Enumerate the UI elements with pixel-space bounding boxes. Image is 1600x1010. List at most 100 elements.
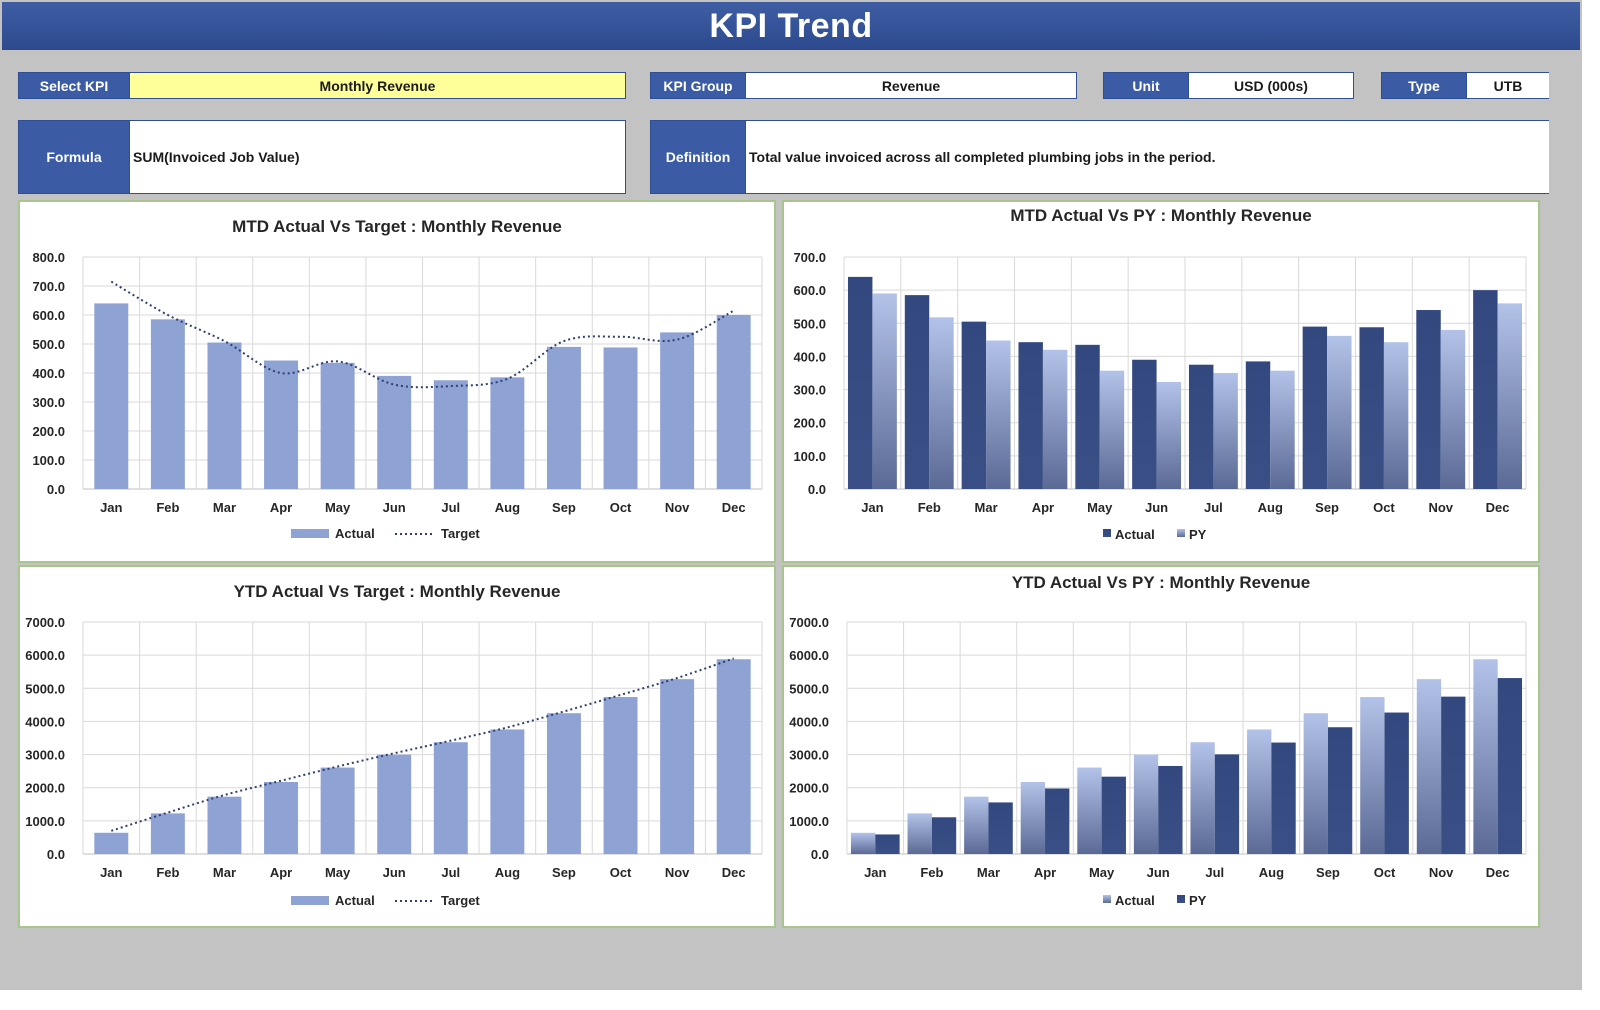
x-tick-label: Mar: [213, 865, 236, 880]
bar-actual: [904, 295, 930, 489]
svg-text:Actual: Actual: [1115, 527, 1155, 542]
x-tick-label: May: [325, 500, 351, 515]
y-tick-label: 7000.0: [25, 615, 65, 630]
x-tick-label: May: [325, 865, 351, 880]
svg-text:Actual: Actual: [335, 893, 375, 908]
y-tick-label: 3000.0: [789, 748, 829, 763]
chart-title: YTD Actual Vs PY : Monthly Revenue: [1012, 573, 1311, 592]
chart-svg: YTD Actual Vs PY : Monthly Revenue 0.0 100…: [789, 573, 1527, 908]
page-title: KPI Trend: [2, 2, 1580, 50]
type-label: Type: [1382, 73, 1466, 98]
bar-actual: [1359, 327, 1384, 489]
x-tick-label: Jul: [1204, 500, 1223, 515]
x-tick-label: Aug: [495, 865, 520, 880]
bar-actual: [546, 346, 581, 489]
bar-actual: [1188, 364, 1214, 489]
y-tick-label: 0.0: [47, 482, 65, 497]
bar-actual: [1302, 326, 1328, 489]
bar-py: [1271, 742, 1296, 854]
select-kpi-dropdown[interactable]: Monthly Revenue: [129, 73, 625, 98]
bar-py: [1497, 303, 1523, 489]
bar-actual: [1245, 361, 1271, 489]
y-tick-label: 5000.0: [25, 681, 65, 696]
y-tick-label: 2000.0: [789, 781, 829, 796]
select-kpi-label: Select KPI: [19, 73, 129, 98]
formula-field: Formula SUM(Invoiced Job Value): [18, 120, 626, 194]
bar-py: [931, 817, 957, 854]
x-tick-label: Sep: [552, 865, 576, 880]
y-tick-label: 600.0: [32, 308, 65, 323]
y-tick-label: 100.0: [32, 453, 65, 468]
mtd-actual-vs-py-chart: MTD Actual Vs PY : Monthly Revenue 0.0 100…: [782, 200, 1540, 563]
x-tick-label: Nov: [1429, 865, 1454, 880]
y-tick-label: 600.0: [793, 283, 826, 298]
type-value: UTB: [1466, 73, 1549, 98]
unit-field: Unit USD (000s): [1103, 72, 1354, 99]
x-tick-label: Mar: [213, 500, 236, 515]
y-tick-label: 2000.0: [25, 781, 65, 796]
bar-actual: [1473, 659, 1498, 854]
definition-field: Definition Total value invoiced across a…: [650, 120, 1549, 194]
y-tick-label: 400.0: [793, 349, 826, 364]
y-tick-label: 7000.0: [789, 615, 829, 630]
bar-py: [1042, 349, 1068, 489]
svg-text:PY: PY: [1189, 893, 1207, 908]
bar-actual: [850, 832, 876, 854]
bar-actual: [264, 781, 299, 854]
x-tick-label: Dec: [1486, 500, 1510, 515]
bar-py: [1101, 776, 1126, 854]
bar-actual: [964, 796, 989, 854]
x-tick-label: Jun: [1145, 500, 1168, 515]
legend-item-actual: Actual: [1103, 893, 1155, 908]
y-tick-label: 0.0: [47, 847, 65, 862]
y-tick-label: 500.0: [32, 337, 65, 352]
x-tick-label: Jan: [100, 500, 122, 515]
x-tick-label: Mar: [977, 865, 1000, 880]
y-tick-label: 4000.0: [25, 714, 65, 729]
bar-actual: [207, 342, 242, 489]
x-tick-label: Jun: [383, 500, 406, 515]
x-tick-label: Feb: [920, 865, 943, 880]
chart-title: MTD Actual Vs Target : Monthly Revenue: [232, 217, 562, 236]
bar-py: [1327, 335, 1352, 489]
x-tick-label: Aug: [1258, 500, 1283, 515]
y-tick-label: 300.0: [32, 395, 65, 410]
bar-py: [875, 834, 900, 854]
bar-py: [1440, 329, 1466, 489]
y-tick-label: 1000.0: [25, 814, 65, 829]
x-tick-label: Dec: [722, 865, 746, 880]
bar-py: [1383, 342, 1409, 489]
ytd-actual-vs-py-chart: YTD Actual Vs PY : Monthly Revenue 0.0 100…: [782, 565, 1540, 928]
legend-item-actual: Actual: [1103, 527, 1155, 542]
bar-actual: [1020, 781, 1046, 854]
x-tick-label: Feb: [918, 500, 941, 515]
x-tick-label: Apr: [270, 865, 292, 880]
y-tick-label: 0.0: [811, 847, 829, 862]
x-tick-label: Aug: [1259, 865, 1284, 880]
formula-value: SUM(Invoiced Job Value): [129, 121, 625, 193]
chart-title: YTD Actual Vs Target : Monthly Revenue: [234, 582, 561, 601]
bar-actual: [1416, 679, 1442, 854]
x-tick-label: Jul: [441, 500, 460, 515]
bar-actual: [1075, 344, 1100, 489]
bar-actual: [961, 321, 987, 489]
x-tick-label: Jul: [1205, 865, 1224, 880]
right-margin: [1582, 0, 1600, 990]
bar-actual: [1077, 767, 1102, 854]
bar-py: [1045, 788, 1070, 854]
x-tick-label: May: [1089, 865, 1115, 880]
bar-py: [1158, 765, 1183, 854]
mtd-actual-vs-target-chart: MTD Actual Vs Target : Monthly Revenue 0.…: [18, 200, 776, 563]
bar-actual: [94, 303, 129, 489]
bar-actual: [1303, 713, 1328, 854]
legend-item-actual: Actual: [291, 893, 375, 908]
definition-label: Definition: [651, 121, 745, 193]
legend-item-target: Target: [395, 526, 480, 541]
y-tick-label: 200.0: [32, 424, 65, 439]
x-tick-label: Nov: [665, 500, 690, 515]
bar-actual: [907, 813, 932, 854]
formula-label: Formula: [19, 121, 129, 193]
x-tick-label: Oct: [610, 500, 632, 515]
bar-actual: [847, 276, 873, 489]
y-tick-label: 6000.0: [25, 648, 65, 663]
